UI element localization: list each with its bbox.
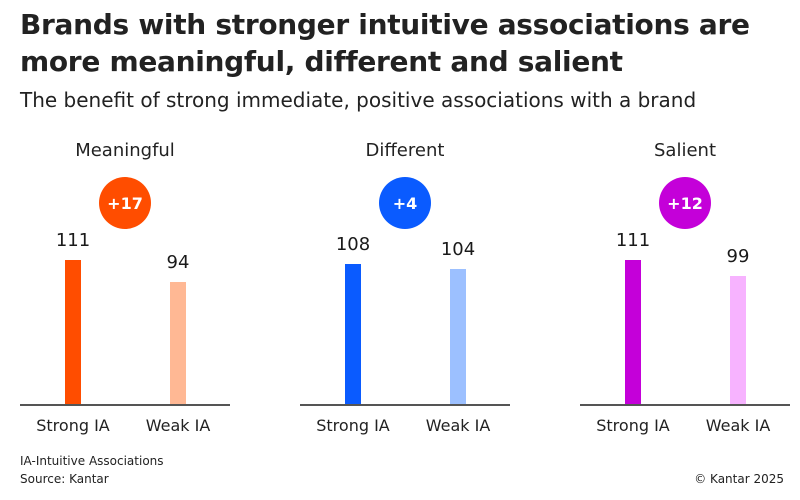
bar-strong-ia [65, 260, 81, 404]
bar-strong-ia [345, 263, 361, 404]
data-label: 104 [440, 239, 476, 261]
bar-weak-ia [730, 275, 746, 404]
category-label: Weak IA [145, 416, 211, 435]
category-label: Strong IA [596, 416, 670, 435]
data-label: 108 [335, 233, 371, 255]
copyright: © Kantar 2025 [694, 472, 784, 486]
chart-title: Brands with stronger intuitive associati… [20, 8, 750, 78]
panel-salient: Salient +12 111 Strong IA 99 Weak IA [580, 140, 790, 440]
data-label: 111 [615, 230, 651, 251]
chart-subtitle: The benefit of strong immediate, positiv… [20, 88, 697, 112]
baseline [300, 404, 510, 406]
panel-title: Different [365, 140, 445, 161]
bar-strong-ia [625, 260, 641, 404]
category-label: Strong IA [316, 416, 390, 435]
difference-badge: +12 [659, 177, 711, 229]
panel-meaningful: Meaningful +17 111 Strong IA 94 Weak IA [20, 140, 230, 440]
baseline [20, 404, 230, 406]
footnote: IA-Intuitive Associations [20, 454, 164, 468]
baseline [580, 404, 790, 406]
difference-badge: +17 [99, 177, 151, 229]
bar-weak-ia [450, 269, 466, 404]
panel-title: Salient [654, 140, 716, 161]
category-label: Weak IA [705, 416, 771, 435]
bar-weak-ia [170, 282, 186, 404]
panel-different: Different +4 108 Strong IA 104 Weak IA [300, 140, 510, 440]
data-label: 111 [55, 230, 91, 251]
category-label: Strong IA [36, 416, 110, 435]
data-label: 99 [726, 245, 750, 267]
source-note: Source: Kantar [20, 472, 109, 486]
category-label: Weak IA [425, 416, 491, 435]
panel-title: Meaningful [75, 140, 175, 161]
difference-badge: +4 [379, 177, 431, 229]
data-label: 94 [166, 252, 190, 274]
